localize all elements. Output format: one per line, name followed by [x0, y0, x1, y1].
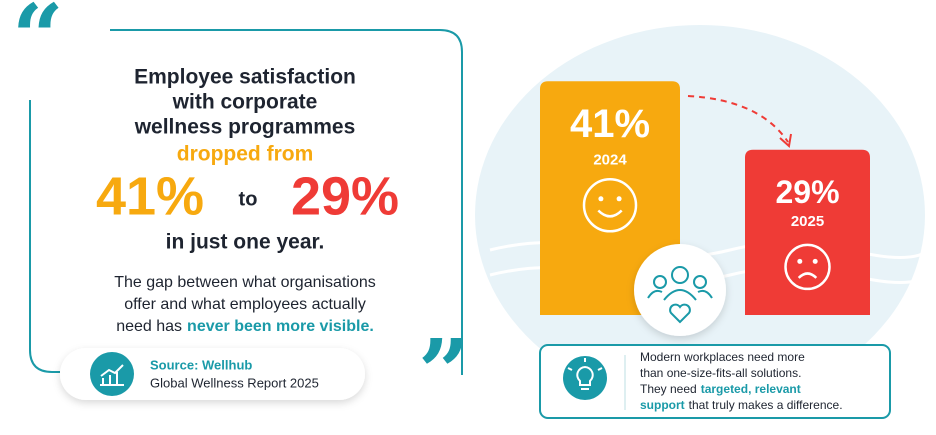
bulb-badge: [563, 356, 607, 400]
face-eye: [598, 196, 604, 202]
face-eye: [797, 258, 803, 264]
arrow-head: [779, 133, 792, 148]
bar-value-label: 29%: [775, 174, 839, 210]
callout-line: They need targeted, relevant: [640, 382, 801, 396]
headline-line: with corporate: [172, 91, 318, 114]
bar: [745, 149, 870, 315]
face-mouth: [597, 209, 623, 218]
bar: [540, 81, 680, 315]
callout-text: that truly makes a difference.: [689, 398, 843, 412]
body-line: The gap between what organisations: [114, 274, 376, 291]
source-report: Global Wellness Report 2025: [150, 375, 319, 390]
people-icon: [647, 266, 713, 324]
headline-closing: in just one year.: [166, 231, 325, 254]
quote-open: “: [12, 0, 64, 91]
callout-line: than one-size-fits-all solutions.: [640, 366, 801, 380]
headline-connector: to: [239, 188, 258, 210]
headline-emphasis: dropped from: [177, 143, 314, 166]
face: [582, 178, 638, 233]
bar-category-label: 2025: [791, 213, 824, 230]
chart-icon: [100, 364, 124, 386]
source-label: Source: Wellhub: [150, 357, 252, 372]
bar-value-label: 41%: [570, 102, 650, 146]
headline-from: 41%: [96, 166, 204, 226]
frame: [110, 29, 463, 375]
source-pill: [60, 348, 365, 400]
body-text: need has: [116, 318, 182, 335]
trend-arrow: [687, 95, 789, 143]
callout-text: They need: [640, 382, 697, 396]
frame: [29, 100, 60, 373]
callout-box: [539, 344, 891, 419]
callout-line: support that truly makes a difference.: [640, 398, 843, 412]
callout-highlight: targeted, relevant: [701, 382, 801, 396]
bar-category-label: 2024: [593, 151, 627, 168]
bar-chart: 41% 2024 29% 2025: [540, 81, 870, 315]
headline-line: wellness programmes: [134, 116, 356, 139]
quote-close: ”: [418, 320, 470, 426]
face-eye: [812, 258, 818, 264]
source-icon: [90, 352, 134, 396]
bulb-icon: [567, 358, 603, 390]
face-eye: [616, 196, 622, 202]
body-line: offer and what employees actually: [124, 296, 366, 313]
face-mouth: [797, 272, 818, 279]
body-line: need has never been more visible.: [116, 318, 374, 335]
body-highlight: never been more visible.: [187, 318, 374, 335]
face: [784, 243, 831, 291]
callout-line: Modern workplaces need more: [640, 350, 805, 364]
headline-to: 29%: [291, 166, 399, 226]
callout-highlight: support: [640, 398, 685, 412]
headline-line: Employee satisfaction: [134, 66, 356, 89]
